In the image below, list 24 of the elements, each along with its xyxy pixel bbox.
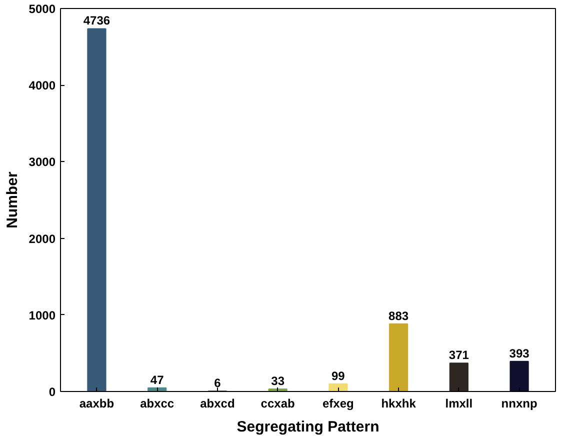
y-tick-label: 4000 <box>28 78 56 93</box>
data-label: 883 <box>388 308 409 323</box>
data-label: 393 <box>509 346 530 360</box>
x-axis-title: Segregating Pattern <box>236 418 380 436</box>
y-tick-label: 5000 <box>28 2 56 16</box>
data-label: 47 <box>150 372 164 387</box>
y-tick-label: 0 <box>48 385 56 399</box>
y-axis-title: Number <box>4 172 21 228</box>
x-tick-label: aaxbb <box>79 396 114 410</box>
x-tick-label: efxeg <box>322 396 354 410</box>
data-label: 4736 <box>83 14 110 28</box>
x-tick-label: nnxnp <box>501 396 538 410</box>
data-label: 33 <box>271 374 285 388</box>
x-tick-label: abxcd <box>200 396 235 410</box>
x-tick-label: hkxhk <box>381 396 416 410</box>
y-tick-label: 3000 <box>28 155 56 170</box>
y-tick-label: 1000 <box>28 308 56 322</box>
x-tick-label: lmxll <box>445 396 473 410</box>
data-label: 371 <box>448 348 470 362</box>
y-tick-label: 2000 <box>28 232 56 246</box>
data-label: 6 <box>214 376 222 390</box>
x-tick-label: abxcc <box>140 396 174 410</box>
data-label: 99 <box>332 368 346 383</box>
x-tick-label: ccxab <box>260 396 295 410</box>
